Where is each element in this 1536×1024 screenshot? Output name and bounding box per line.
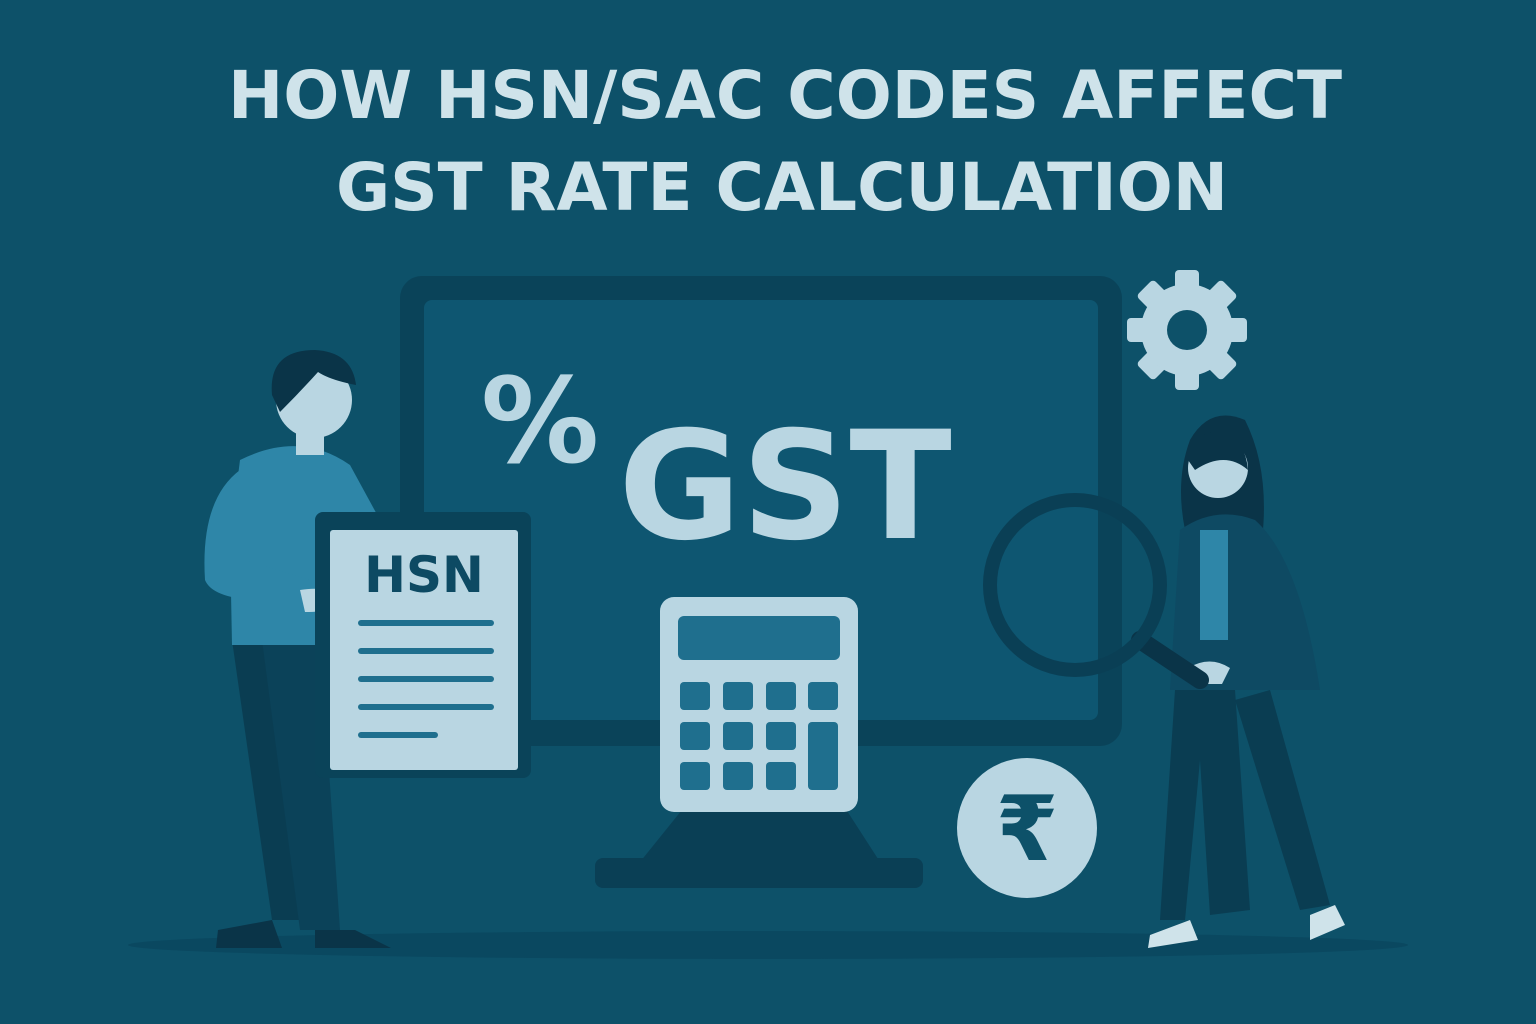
- man: [204, 350, 391, 948]
- calculator: [660, 597, 858, 812]
- clipboard-part: [358, 732, 438, 738]
- woman-part: [1160, 690, 1250, 920]
- calculator-part: [723, 762, 753, 790]
- calculator-part: [680, 682, 710, 710]
- title-line: GST RATE CALCULATION: [336, 149, 1228, 226]
- woman: [1148, 415, 1345, 948]
- calculator-part: [808, 722, 838, 790]
- calculator-part: [723, 722, 753, 750]
- calculator-part: [678, 616, 840, 660]
- woman-part: [1188, 431, 1248, 470]
- man-part: [216, 920, 282, 948]
- man-part: [271, 350, 356, 412]
- woman-part: [1310, 905, 1345, 940]
- calculator-part: [766, 722, 796, 750]
- rupee-symbol: ₹: [996, 777, 1059, 882]
- calculator-part: [680, 722, 710, 750]
- clipboard: [315, 512, 531, 778]
- monitor-part: [424, 300, 1098, 720]
- screen-label: GST: [618, 400, 951, 574]
- monitor-part: [640, 800, 880, 862]
- man-part: [204, 470, 310, 601]
- clipboard-part: [358, 676, 494, 682]
- calculator-part: [766, 762, 796, 790]
- magnifier-part: [983, 493, 1167, 677]
- magnifier-part: [1131, 631, 1209, 689]
- man-part: [315, 930, 391, 948]
- magnifier: [983, 493, 1209, 689]
- clipboard-part: [358, 648, 494, 654]
- woman-part: [1148, 920, 1198, 948]
- clipboard-part: [358, 704, 494, 710]
- title-line: HOW HSN/SAC CODES AFFECT: [228, 57, 1342, 134]
- calculator-part: [723, 682, 753, 710]
- clipboard-part: [358, 620, 494, 626]
- title: HOW HSN/SAC CODES AFFECT GST RATE CALCUL…: [228, 57, 1342, 226]
- ground-shadow: [128, 931, 1408, 959]
- gear-icon-part: [1167, 310, 1207, 350]
- calculator-part: [808, 682, 838, 710]
- calculator-part: [766, 682, 796, 710]
- document-label: HSN: [364, 546, 484, 604]
- calculator-part: [680, 762, 710, 790]
- percent-sign: %: [481, 352, 599, 490]
- gear-icon: [1127, 270, 1247, 390]
- monitor: [400, 276, 1122, 888]
- monitor-part: [595, 858, 923, 888]
- rupee-coin: [957, 758, 1097, 898]
- woman-part: [1235, 690, 1330, 910]
- woman-part: [1200, 530, 1228, 640]
